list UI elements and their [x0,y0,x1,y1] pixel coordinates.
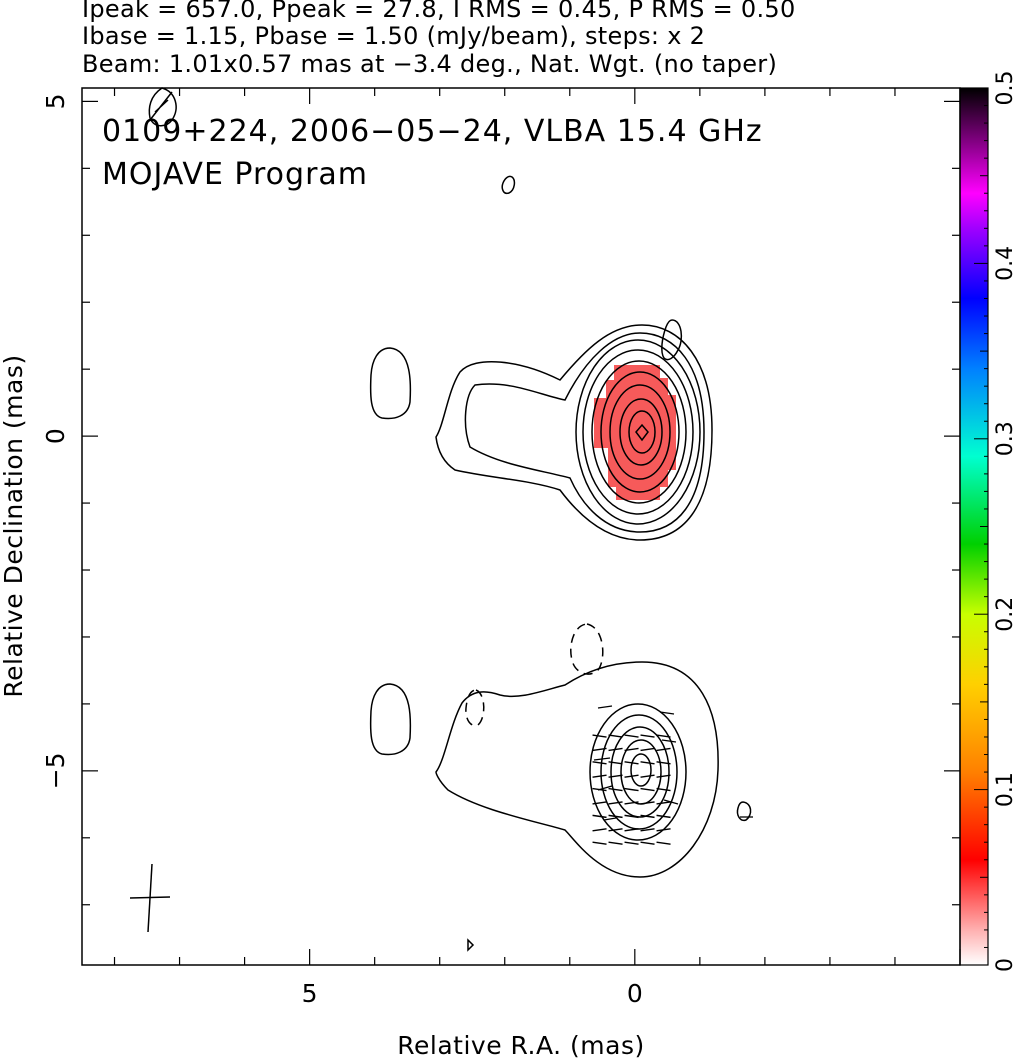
evpa-vector [656,801,671,805]
header-line-2: Ibase = 1.15, Pbase = 1.50 (mJy/beam), s… [82,22,706,50]
evpa-vector [624,841,639,845]
evpa-vector [592,814,607,819]
contours-bottom [369,661,753,952]
y-tick-label: 5 [41,93,70,109]
beam-marker [129,863,171,933]
evpa-vector [592,734,607,738]
x-tick-label: 0 [627,979,643,1008]
evpa-vector [592,801,607,805]
evpa-vector [608,787,623,792]
y-tick-label: −5 [41,752,70,789]
evpa-vector [640,814,655,819]
evpa-vector [592,761,607,765]
evpa-vector [640,841,655,845]
evpa-vector [624,814,639,819]
negative-contours [465,623,604,727]
colorbar-tick-label: 0.4 [993,246,1018,281]
evpa-vector [624,734,639,738]
colorbar-tick-label: 0.2 [993,597,1018,632]
evpa-vector [640,828,655,832]
colorbar-tick-label: 0 [993,958,1018,972]
evpa-vector [608,761,623,765]
evpa-vector [656,761,671,765]
evpa-vector [640,787,655,792]
evpa-vector [608,774,623,778]
evpa-vector [640,734,655,738]
evpa-vector [640,774,655,778]
evpa-vector [624,828,639,832]
evpa-vector [592,841,607,845]
evpa-vector [624,747,639,752]
header-line-1: Ipeak = 657.0, Ppeak = 27.8, I RMS = 0.4… [82,0,796,23]
colorbar-tick-labels: 0 0.1 0.2 0.3 0.4 0.5 [993,71,1018,973]
evpa-vector [640,747,655,752]
evpa-vector [608,734,623,738]
y-axis-label: Relative Declination (mas) [0,354,28,697]
x-axis-ticks [113,88,961,965]
y-tick-label: 0 [41,428,70,444]
evpa-vector [656,734,671,738]
program-annotation: MOJAVE Program [102,157,368,192]
evpa-vector [624,787,639,792]
header-line-3: Beam: 1.01x0.57 mas at −3.4 deg., Nat. W… [82,50,778,78]
plot-frame [81,87,961,966]
evpa-vector [608,814,623,819]
contours-top [148,87,713,541]
evpa-vector [608,801,623,805]
evpa-vector [624,801,639,805]
evpa-vectors [592,734,671,845]
evpa-vector [656,814,671,819]
evpa-vector [624,774,639,778]
evpa-vector [592,774,607,778]
colorbar-tick-label: 0.5 [993,71,1018,106]
evpa-vector [656,787,671,792]
evpa-vector [608,747,623,752]
evpa-vector [592,747,607,752]
evpa-vector [656,774,671,778]
polarization-intensity-patch [594,365,676,500]
evpa-vector [624,761,639,765]
evpa-vector [592,787,607,792]
colorbar-tick-label: 0.3 [993,421,1018,456]
y-axis-ticks [82,100,960,906]
y-tick-labels: 5 0 −5 [41,93,70,789]
evpa-vector [640,801,655,805]
evpa-vector [608,841,623,845]
colorbar-ticks [974,87,988,966]
evpa-vector [656,828,671,832]
x-tick-label: 5 [302,979,318,1008]
evpa-vector [656,841,671,845]
source-annotation: 0109+224, 2006−05−24, VLBA 15.4 GHz [102,114,763,149]
evpa-vector [608,828,623,832]
colorbar-tick-label: 0.1 [993,772,1018,807]
evpa-vector [640,761,655,765]
evpa-vector [656,747,671,752]
evpa-vector [592,828,607,832]
x-axis-label: Relative R.A. (mas) [397,1031,644,1060]
